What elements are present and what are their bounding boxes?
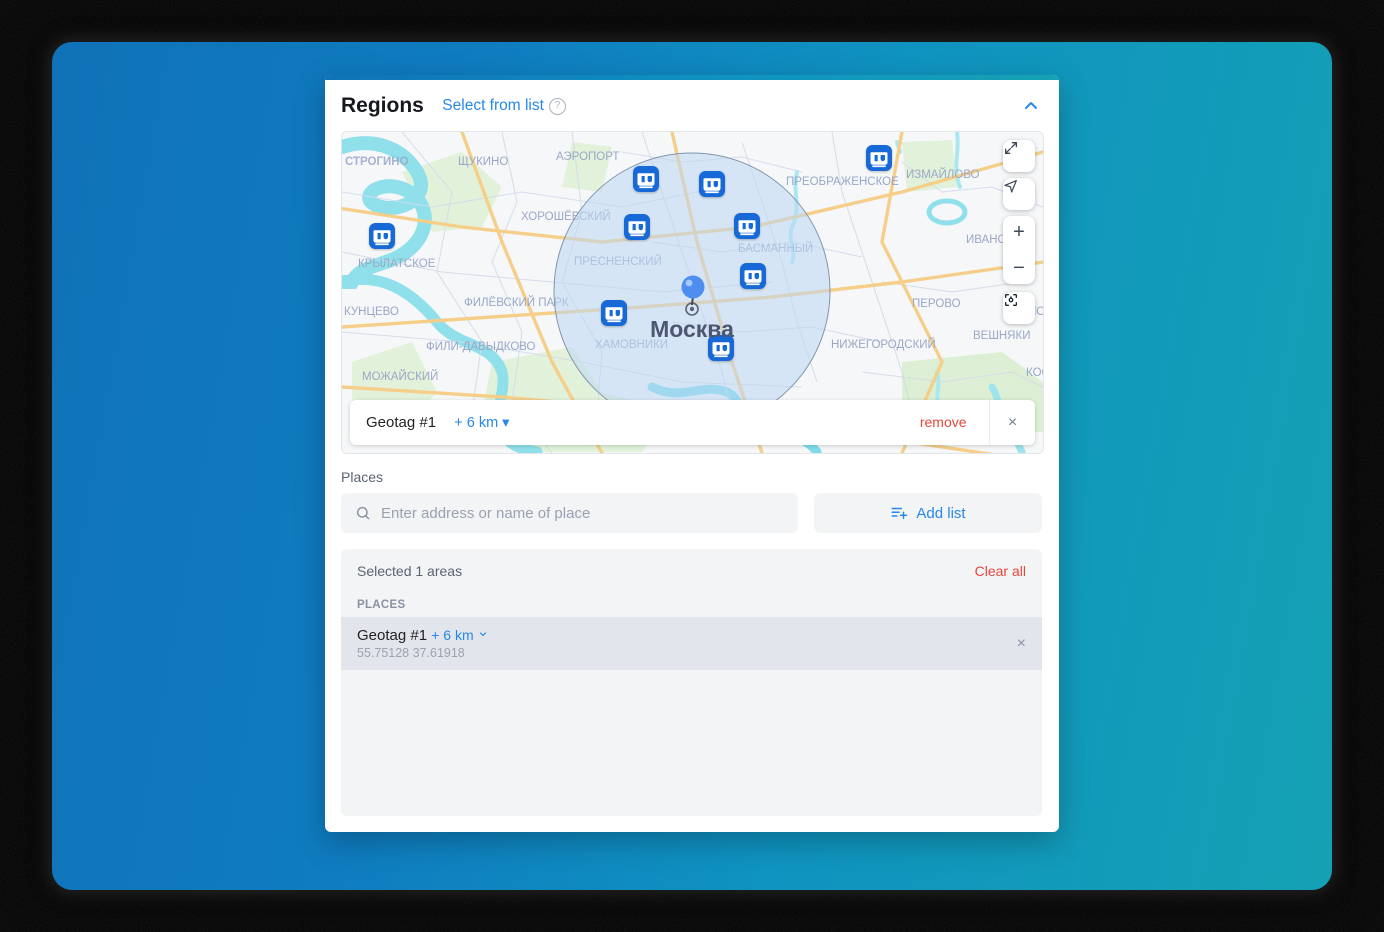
svg-text:ПРЕОБРАЖЕНСКОЕ: ПРЕОБРАЖЕНСКОЕ	[786, 176, 899, 188]
svg-text:СТРОГИНО: СТРОГИНО	[345, 156, 409, 168]
svg-text:КОС: КОС	[1026, 367, 1043, 379]
svg-text:Москва: Москва	[650, 316, 734, 342]
svg-text:ВЕШНЯКИ: ВЕШНЯКИ	[973, 330, 1030, 342]
svg-text:НИЖЕГОРОДСКИЙ: НИЖЕГОРОДСКИЙ	[831, 338, 936, 351]
svg-text:ИЗМАЙЛОВО: ИЗМАЙЛОВО	[906, 168, 980, 181]
svg-text:ПЕРОВО: ПЕРОВО	[912, 298, 961, 310]
svg-text:ЩУКИНО: ЩУКИНО	[458, 156, 508, 168]
svg-text:ФИЛИ-ДАВЫДКОВО: ФИЛИ-ДАВЫДКОВО	[426, 341, 536, 353]
svg-text:КРЫЛАТСКОЕ: КРЫЛАТСКОЕ	[358, 258, 436, 270]
svg-text:ФИЛЁВСКИЙ ПАРК: ФИЛЁВСКИЙ ПАРК	[464, 296, 569, 309]
svg-text:МОЖАЙСКИЙ: МОЖАЙСКИЙ	[362, 370, 438, 383]
svg-text:АЭРОПОРТ: АЭРОПОРТ	[556, 151, 619, 163]
svg-text:КУНЦЕВО: КУНЦЕВО	[344, 306, 399, 318]
